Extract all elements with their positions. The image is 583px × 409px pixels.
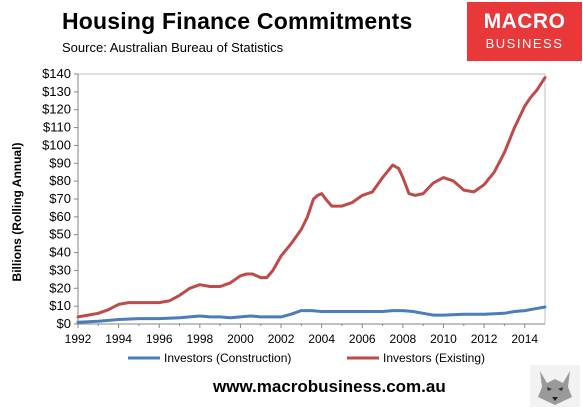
- x-tick-label: 1994: [105, 332, 132, 346]
- y-tick-label: $20: [49, 280, 71, 295]
- y-tick-label: $120: [42, 102, 71, 117]
- y-tick-label: $130: [42, 84, 71, 99]
- legend-label: Investors (Construction): [164, 351, 291, 365]
- x-tick-label: 1998: [186, 332, 213, 346]
- legend: Investors (Construction) Investors (Exist…: [128, 351, 485, 365]
- y-tick-label: $100: [42, 137, 71, 152]
- x-tick-label: 2012: [471, 332, 498, 346]
- logo-line-1: MACRO: [483, 10, 566, 33]
- y-tick-label: $110: [43, 120, 71, 135]
- series-line-existing: [76, 76, 547, 319]
- logo-line-2: BUSINESS: [485, 36, 564, 51]
- x-tick-label: 2000: [227, 332, 254, 346]
- y-tick-label: $140: [42, 66, 71, 81]
- y-tick-label: $80: [49, 173, 71, 188]
- footer-url: www.macrobusiness.com.au: [213, 377, 446, 396]
- x-tick-label: 2006: [349, 332, 376, 346]
- x-tick-label: 1992: [65, 332, 92, 346]
- x-tick-label: 2002: [268, 332, 295, 346]
- y-tick-label: $70: [49, 191, 71, 206]
- y-axis: $0 $10 $20 $30 $40 $50 $60 $70 $80 $90 $100 $110 $12…: [42, 66, 79, 331]
- x-axis: 1992 1994 1996 1998 2000 2002 2004 2006 2008 2010…: [65, 323, 545, 346]
- y-tick-label: $50: [49, 227, 71, 242]
- series-line-construction: [76, 305, 547, 324]
- y-tick-label: $40: [49, 245, 71, 260]
- y-axis-label: Billions (Rolling Annual): [10, 143, 24, 282]
- x-tick-label: 2008: [390, 332, 417, 346]
- macrobusiness-logo: MACRO BUSINESS: [467, 2, 582, 61]
- x-tick-label: 2014: [511, 332, 538, 346]
- y-tick-label: $10: [49, 298, 71, 313]
- plot-area: [77, 73, 546, 325]
- wolf-icon: [530, 365, 580, 407]
- legend-label: Investors (Existing): [383, 351, 485, 365]
- y-tick-label: $30: [49, 262, 71, 277]
- series-layer: [76, 76, 547, 324]
- x-tick-label: 1996: [146, 332, 173, 346]
- y-tick-label: $60: [49, 209, 71, 224]
- y-tick-label: $0: [57, 316, 71, 331]
- x-tick-label: 2004: [308, 332, 335, 346]
- x-tick-label: 2010: [430, 332, 457, 346]
- plot-border: [77, 73, 546, 325]
- chart-title: Housing Finance Commitments: [62, 8, 413, 34]
- y-tick-label: $90: [49, 155, 71, 170]
- chart-source: Source: Australian Bureau of Statistics: [62, 40, 284, 55]
